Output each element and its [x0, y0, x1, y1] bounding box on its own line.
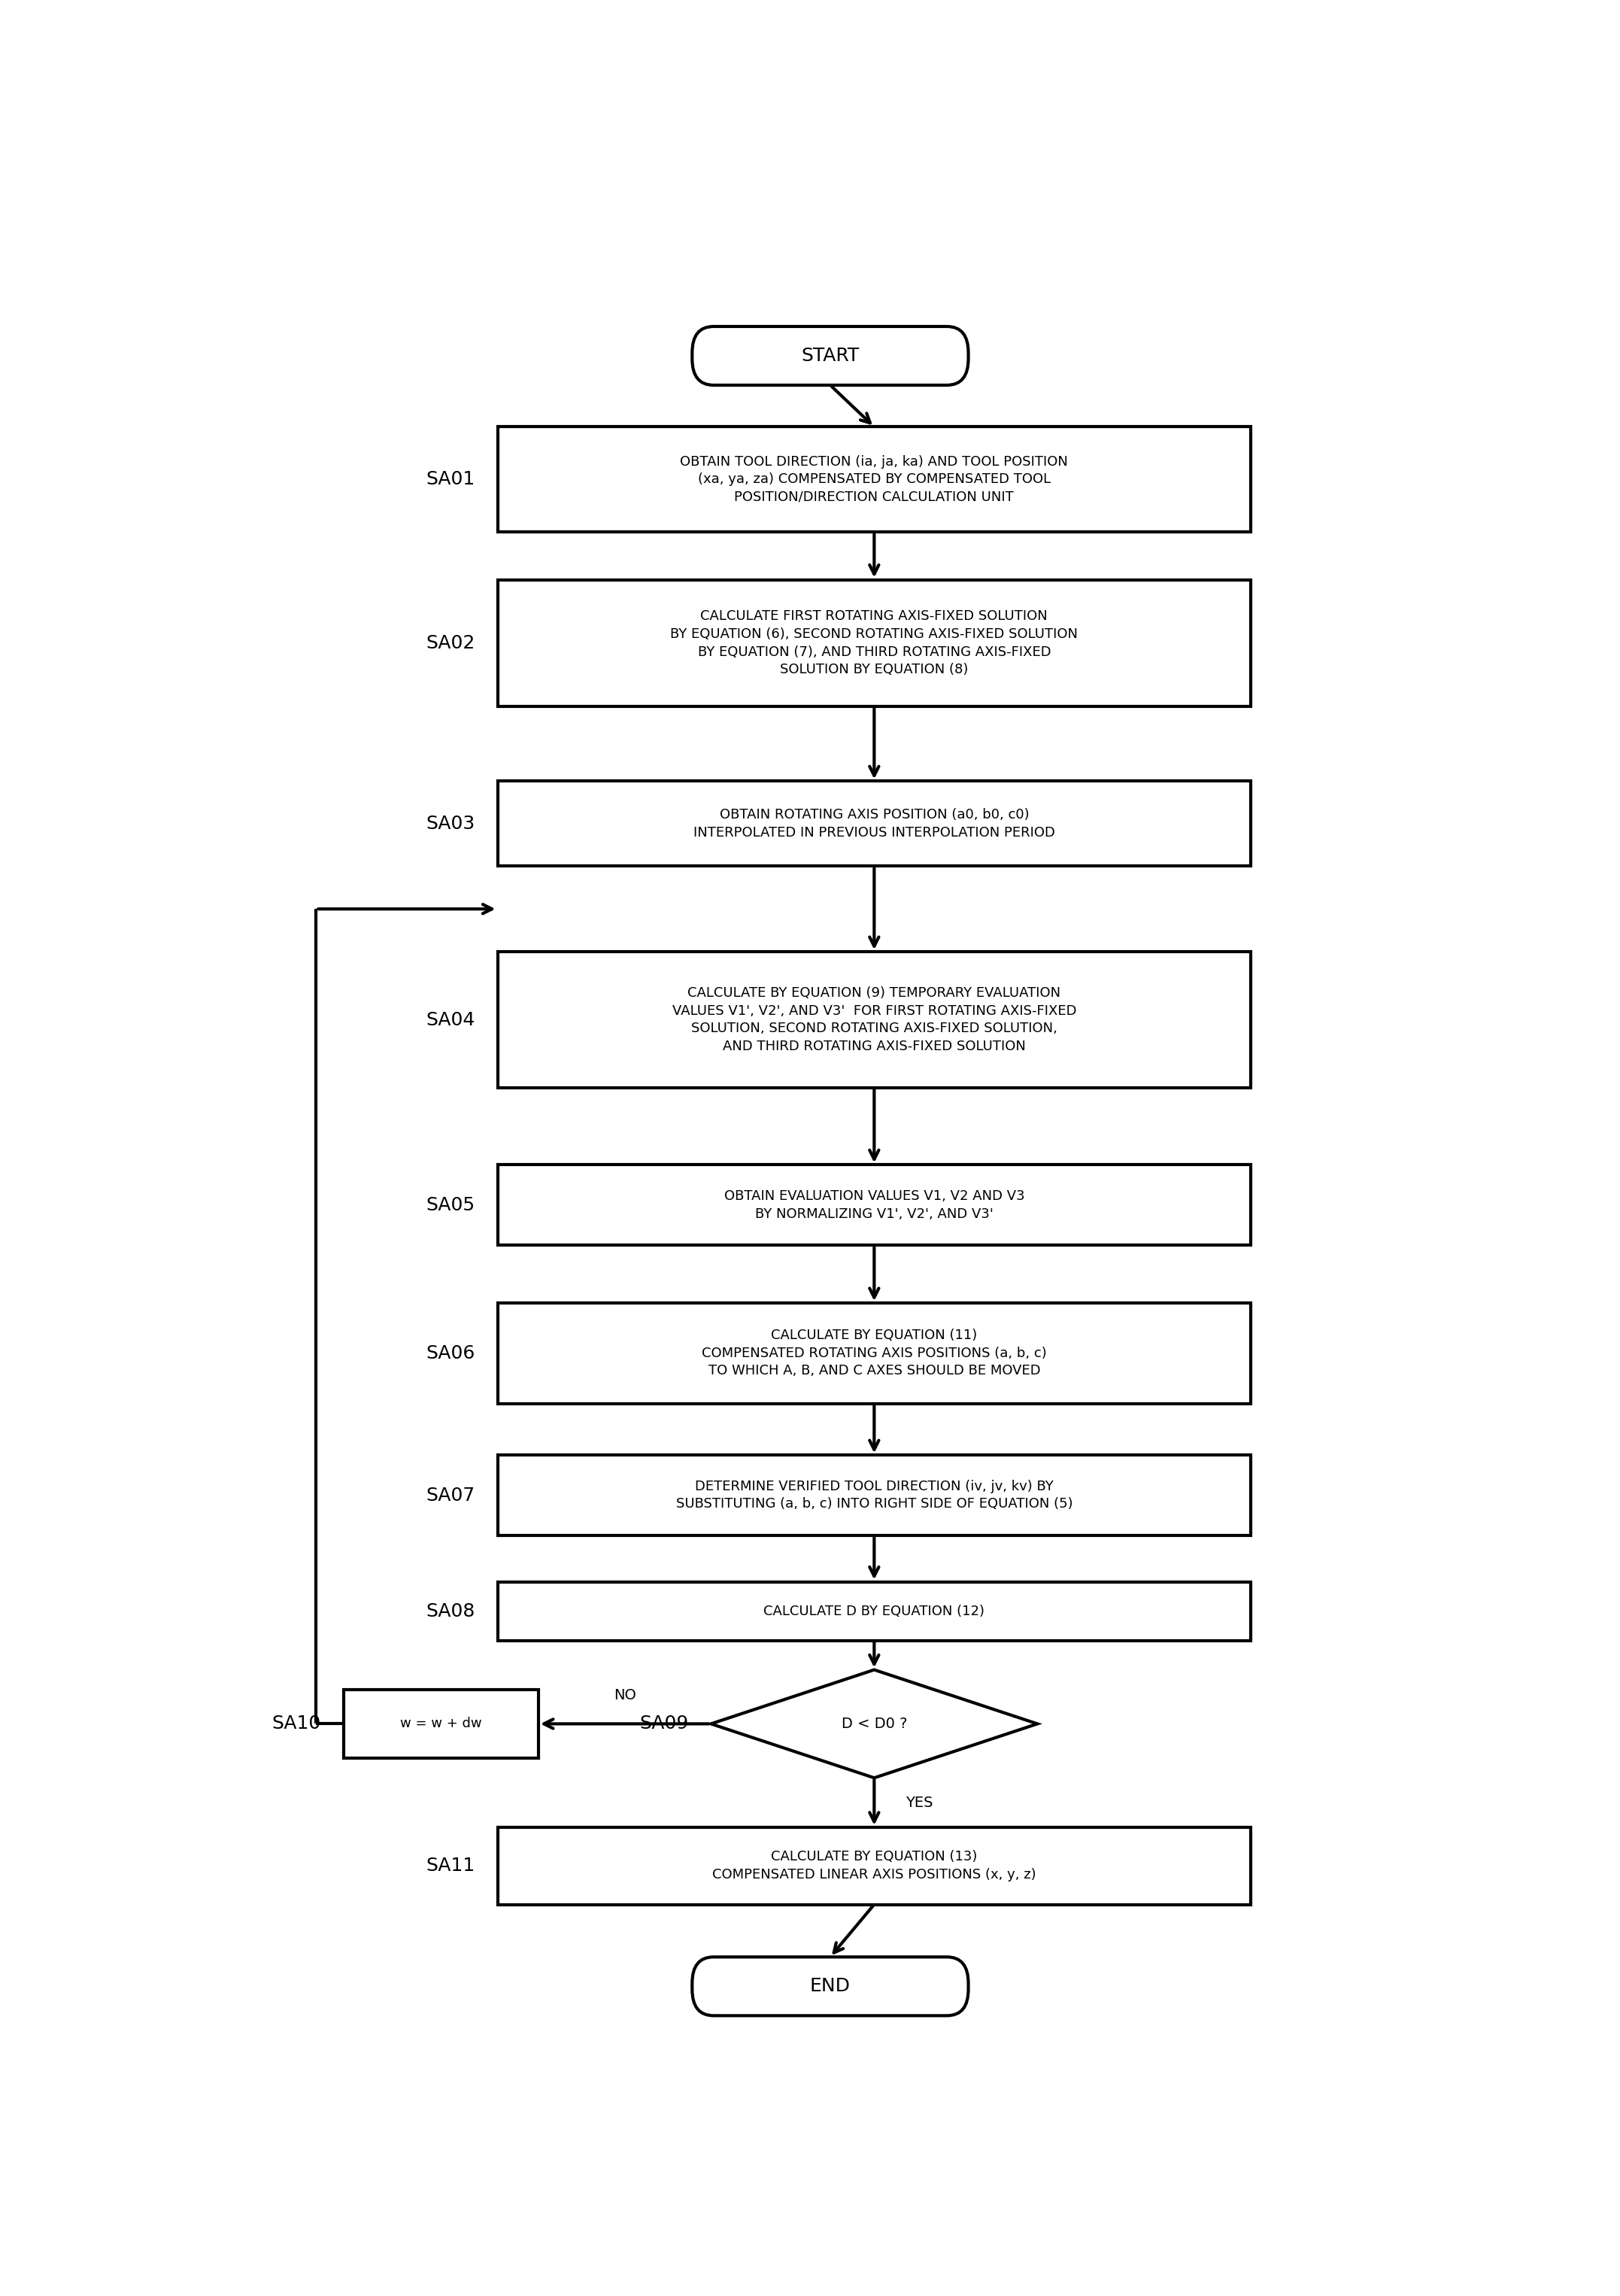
- Text: CALCULATE BY EQUATION (9) TEMPORARY EVALUATION
VALUES V1', V2', AND V3'  FOR FIR: CALCULATE BY EQUATION (9) TEMPORARY EVAL…: [672, 987, 1076, 1054]
- Text: SA08: SA08: [426, 1603, 475, 1621]
- Bar: [497, 579, 1251, 707]
- Text: OBTAIN ROTATING AXIS POSITION (a0, b0, c0)
INTERPOLATED IN PREVIOUS INTERPOLATIO: OBTAIN ROTATING AXIS POSITION (a0, b0, c…: [693, 808, 1055, 840]
- Text: CALCULATE FIRST ROTATING AXIS-FIXED SOLUTION
BY EQUATION (6), SECOND ROTATING AX: CALCULATE FIRST ROTATING AXIS-FIXED SOLU…: [671, 611, 1077, 677]
- FancyBboxPatch shape: [692, 326, 969, 386]
- Text: SA11: SA11: [426, 1857, 475, 1876]
- Bar: [497, 1828, 1251, 1903]
- Bar: [497, 1304, 1251, 1403]
- Bar: [497, 953, 1251, 1088]
- Bar: [497, 1456, 1251, 1536]
- Text: END: END: [810, 1977, 851, 1995]
- Bar: [497, 781, 1251, 866]
- Text: SA07: SA07: [426, 1486, 475, 1504]
- Text: NO: NO: [614, 1688, 637, 1701]
- Polygon shape: [711, 1669, 1037, 1777]
- Text: SA10: SA10: [272, 1715, 321, 1733]
- Bar: [343, 1690, 538, 1759]
- Bar: [497, 427, 1251, 533]
- Text: SA03: SA03: [426, 815, 475, 833]
- Text: SA05: SA05: [426, 1196, 475, 1215]
- Text: DETERMINE VERIFIED TOOL DIRECTION (iv, jv, kv) BY
SUBSTITUTING (a, b, c) INTO RI: DETERMINE VERIFIED TOOL DIRECTION (iv, j…: [676, 1479, 1072, 1511]
- Text: OBTAIN TOOL DIRECTION (ia, ja, ka) AND TOOL POSITION
(xa, ya, za) COMPENSATED BY: OBTAIN TOOL DIRECTION (ia, ja, ka) AND T…: [680, 455, 1068, 503]
- Text: CALCULATE BY EQUATION (13)
COMPENSATED LINEAR AXIS POSITIONS (x, y, z): CALCULATE BY EQUATION (13) COMPENSATED L…: [713, 1851, 1037, 1880]
- Text: SA09: SA09: [640, 1715, 688, 1733]
- Bar: [497, 1164, 1251, 1244]
- Bar: [497, 1582, 1251, 1639]
- Text: YES: YES: [906, 1795, 933, 1809]
- Text: OBTAIN EVALUATION VALUES V1, V2 AND V3
BY NORMALIZING V1', V2', AND V3': OBTAIN EVALUATION VALUES V1, V2 AND V3 B…: [724, 1189, 1024, 1221]
- Text: SA02: SA02: [426, 634, 475, 652]
- Text: SA01: SA01: [426, 471, 475, 489]
- Text: CALCULATE D BY EQUATION (12): CALCULATE D BY EQUATION (12): [763, 1605, 985, 1619]
- Text: START: START: [802, 347, 859, 365]
- Text: SA04: SA04: [426, 1010, 475, 1029]
- FancyBboxPatch shape: [692, 1956, 969, 2016]
- Text: SA06: SA06: [426, 1343, 475, 1362]
- Text: w = w + dw: w = w + dw: [400, 1717, 481, 1731]
- Text: CALCULATE BY EQUATION (11)
COMPENSATED ROTATING AXIS POSITIONS (a, b, c)
TO WHIC: CALCULATE BY EQUATION (11) COMPENSATED R…: [701, 1329, 1047, 1378]
- Text: D < D0 ?: D < D0 ?: [841, 1717, 907, 1731]
